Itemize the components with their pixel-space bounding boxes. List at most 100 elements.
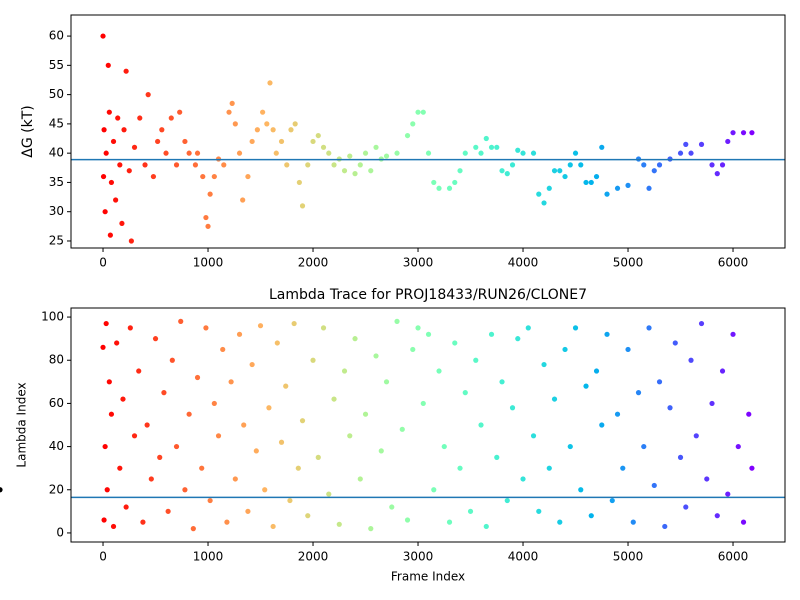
data-point <box>572 325 579 331</box>
data-point <box>651 482 657 489</box>
data-point <box>270 523 276 530</box>
data-point <box>730 331 736 337</box>
data-point <box>163 150 169 156</box>
x-tick-label: 2000 <box>298 550 329 564</box>
data-point <box>331 162 337 168</box>
data-point <box>683 141 689 147</box>
data-point <box>296 179 302 186</box>
data-point <box>232 476 238 482</box>
data-point <box>431 179 437 186</box>
data-point <box>186 411 192 417</box>
data-point <box>709 162 715 168</box>
data-point <box>641 162 647 168</box>
y-tick-label: 30 <box>49 204 64 218</box>
data-point <box>646 325 652 331</box>
data-point <box>278 138 285 145</box>
data-point <box>207 191 213 197</box>
data-point <box>420 400 426 407</box>
x-tick-label: 1000 <box>193 550 224 564</box>
data-point <box>117 465 123 471</box>
data-point <box>373 353 379 359</box>
y-axis-label: ΔG (kT) <box>20 105 36 157</box>
data-point <box>462 150 468 156</box>
data-point <box>266 405 272 411</box>
data-point <box>347 433 353 439</box>
data-point <box>536 508 542 514</box>
data-point <box>483 135 489 142</box>
data-point <box>100 173 107 180</box>
data-point <box>113 197 119 203</box>
data-point <box>383 153 390 159</box>
data-point <box>551 168 558 174</box>
data-point <box>173 162 180 168</box>
data-point <box>152 336 159 342</box>
data-point <box>599 144 605 150</box>
data-point <box>295 465 301 471</box>
data-point <box>373 144 379 150</box>
data-point <box>656 379 663 385</box>
data-point <box>177 109 183 115</box>
data-point <box>583 383 589 389</box>
data-point <box>651 168 657 174</box>
data-point <box>0 487 3 493</box>
data-point <box>150 173 157 180</box>
data-point <box>232 121 238 127</box>
data-point <box>310 138 316 145</box>
data-point <box>106 109 112 115</box>
data-point <box>240 197 246 203</box>
data-point <box>115 115 121 121</box>
data-point <box>667 405 673 411</box>
data-point <box>100 33 106 39</box>
data-point <box>593 368 600 374</box>
data-point <box>410 346 416 353</box>
data-point <box>114 340 120 346</box>
axes-frame <box>70 307 786 543</box>
data-point <box>557 519 563 525</box>
data-point <box>123 68 129 74</box>
data-point <box>182 487 188 493</box>
data-point <box>740 519 747 525</box>
y-tick-label: 0 <box>56 525 64 539</box>
data-point <box>499 168 505 174</box>
data-point <box>341 368 348 374</box>
data-point <box>504 497 510 504</box>
data-point <box>102 443 108 450</box>
data-point <box>121 127 127 133</box>
data-point <box>103 150 109 156</box>
data-point <box>211 173 217 180</box>
data-point <box>583 179 589 186</box>
data-point <box>683 504 689 510</box>
x-tick-label: 0 <box>99 256 107 270</box>
x-tick-label: 2000 <box>298 256 329 270</box>
data-point <box>155 138 161 145</box>
x-tick-label: 6000 <box>718 256 749 270</box>
data-point <box>698 141 705 147</box>
data-point <box>635 390 642 396</box>
x-tick-label: 5000 <box>613 550 644 564</box>
x-tick-label: 3000 <box>403 256 434 270</box>
data-point <box>541 200 547 206</box>
data-point <box>131 433 138 439</box>
data-point <box>347 153 353 159</box>
data-point <box>410 121 416 127</box>
data-point <box>352 336 358 342</box>
data-point <box>103 320 109 327</box>
data-point <box>620 465 626 471</box>
data-point <box>578 487 584 493</box>
data-point <box>441 443 447 450</box>
x-tick-label: 4000 <box>508 550 539 564</box>
data-point <box>425 331 432 337</box>
data-point <box>536 191 542 197</box>
data-point <box>662 523 668 530</box>
data-point <box>719 162 726 168</box>
data-point <box>541 361 547 368</box>
data-point <box>107 232 113 238</box>
data-point <box>254 127 260 133</box>
y-tick-label: 40 <box>49 439 64 453</box>
data-point <box>142 162 148 168</box>
data-point <box>473 144 479 150</box>
data-point <box>315 454 321 460</box>
data-point <box>593 173 600 180</box>
data-point <box>488 331 495 337</box>
